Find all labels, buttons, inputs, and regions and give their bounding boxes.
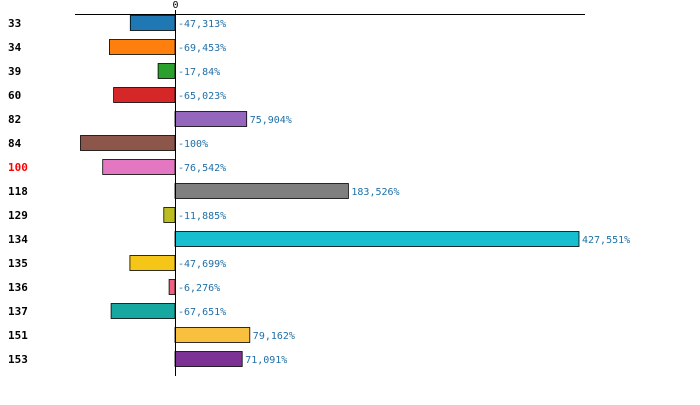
value-label-39: -17,84% [178, 67, 220, 78]
bar-137 [110, 303, 176, 319]
value-label-135: -47,699% [178, 259, 226, 270]
category-label-34: 34 [8, 41, 22, 54]
bar-82 [174, 111, 248, 127]
category-label-118: 118 [8, 185, 28, 198]
bar-134 [174, 231, 580, 247]
category-label-39: 39 [8, 65, 21, 78]
value-label-82: 75,904% [250, 115, 292, 126]
value-label-33: -47,313% [178, 19, 226, 30]
category-label-137: 137 [8, 305, 28, 318]
value-label-84: -100% [178, 139, 208, 150]
bar-60 [113, 87, 176, 103]
bar-135 [129, 255, 176, 271]
value-label-151: 79,162% [253, 331, 295, 342]
category-label-100: 100 [8, 161, 28, 174]
value-label-34: -69,453% [178, 43, 226, 54]
value-label-136: -6,276% [178, 283, 220, 294]
value-label-134: 427,551% [582, 235, 630, 246]
category-label-60: 60 [8, 89, 21, 102]
category-label-151: 151 [8, 329, 28, 342]
bar-118 [174, 183, 349, 199]
category-label-135: 135 [8, 257, 28, 270]
bar-39 [157, 63, 176, 79]
bar-136 [168, 279, 176, 295]
value-label-100: -76,542% [178, 163, 226, 174]
bar-151 [174, 327, 251, 343]
bar-129 [163, 207, 176, 223]
bars-layer [80, 15, 580, 367]
x-tick-label-zero: 0 [172, 0, 178, 11]
category-label-153: 153 [8, 353, 28, 366]
category-label-84: 84 [8, 137, 22, 150]
bar-84 [80, 135, 176, 151]
value-label-153: 71,091% [245, 355, 287, 366]
value-label-129: -11,885% [178, 211, 226, 222]
value-label-60: -65,023% [178, 91, 226, 102]
value-label-137: -67,651% [178, 307, 226, 318]
labels-layer: 33 -47,313% 34 -69,453% 39 -17,84% 60 -65,023% 8… [8, 17, 630, 366]
bar-34 [109, 39, 176, 55]
category-label-129: 129 [8, 209, 28, 222]
category-label-136: 136 [8, 281, 28, 294]
category-label-82: 82 [8, 113, 21, 126]
bar-153 [174, 351, 243, 367]
bar-100 [102, 159, 176, 175]
bar-33 [129, 15, 176, 31]
category-label-33: 33 [8, 17, 21, 30]
value-label-118: 183,526% [351, 187, 399, 198]
category-label-134: 134 [8, 233, 28, 246]
